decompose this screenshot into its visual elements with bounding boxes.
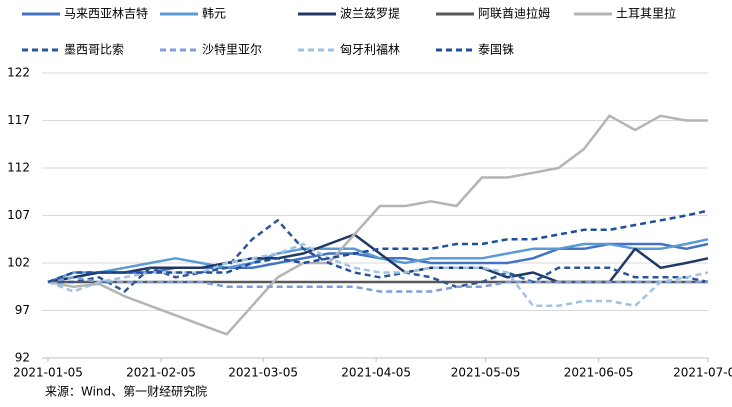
y-tick-label: 107 [7,208,30,222]
y-tick-label: 117 [7,113,30,127]
x-tick-label: 2021-06-05 [564,366,634,380]
x-tick-label: 2021-05-05 [451,366,521,380]
x-tick-label: 2021-02-05 [126,366,196,380]
legend-label: 泰国铢 [478,42,514,57]
y-tick-label: 97 [15,303,30,317]
legend-label: 匈牙利福林 [340,42,400,57]
legend-label: 波兰兹罗提 [340,6,400,21]
legend-label: 马来西亚林吉特 [64,6,148,21]
legend-label: 韩元 [202,6,226,21]
legend-label: 阿联酋迪拉姆 [478,6,550,21]
y-tick-label: 92 [15,351,30,365]
x-tick-label: 2021-01-05 [13,366,83,380]
y-tick-label: 122 [7,66,30,80]
source-note: 来源：Wind、第一财经研究院 [45,384,207,399]
x-tick-label: 2021-04-05 [341,366,411,380]
y-tick-label: 102 [7,256,30,270]
legend-label: 土耳其里拉 [616,6,676,21]
series-line [47,238,709,284]
legend-label: 沙特里亚尔 [202,42,262,57]
x-tick-label: 2021-03-05 [228,366,298,380]
legend-label: 墨西哥比索 [64,43,124,57]
series-line [47,209,709,284]
series-line [47,114,708,336]
series-line [47,276,708,293]
x-tick-label: 2021-07-05 [673,366,732,380]
series-line [48,219,709,293]
y-tick-label: 112 [7,161,30,175]
